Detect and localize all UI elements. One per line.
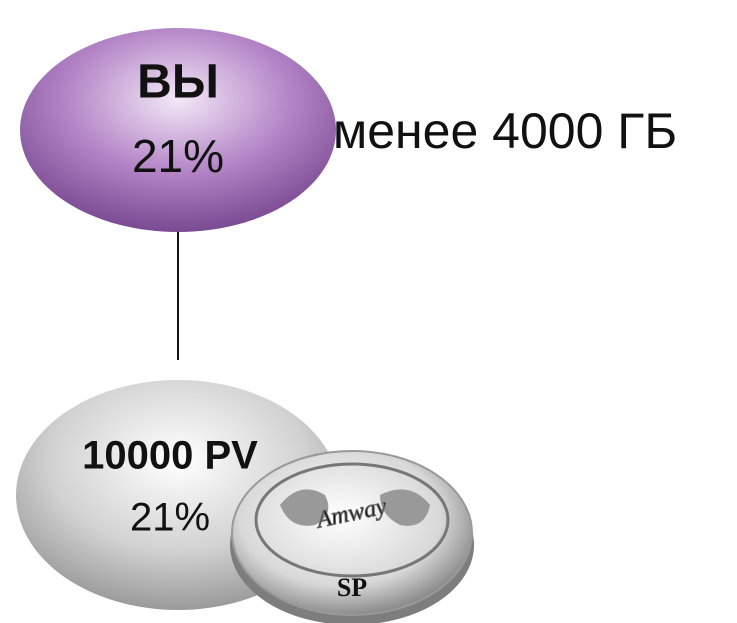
badge-code: SP (337, 573, 367, 602)
pin-badge: Amway SP (230, 451, 474, 623)
node-note: менее 4000 ГБ (333, 103, 677, 159)
node-label: ВЫ (137, 56, 219, 109)
node-percent: 21% (132, 130, 224, 182)
diagram: ВЫ 21% менее 4000 ГБ 10000 PV 21% Amway … (0, 0, 737, 623)
node-label: 10000 PV (82, 434, 258, 478)
node-percent: 21% (130, 496, 210, 540)
